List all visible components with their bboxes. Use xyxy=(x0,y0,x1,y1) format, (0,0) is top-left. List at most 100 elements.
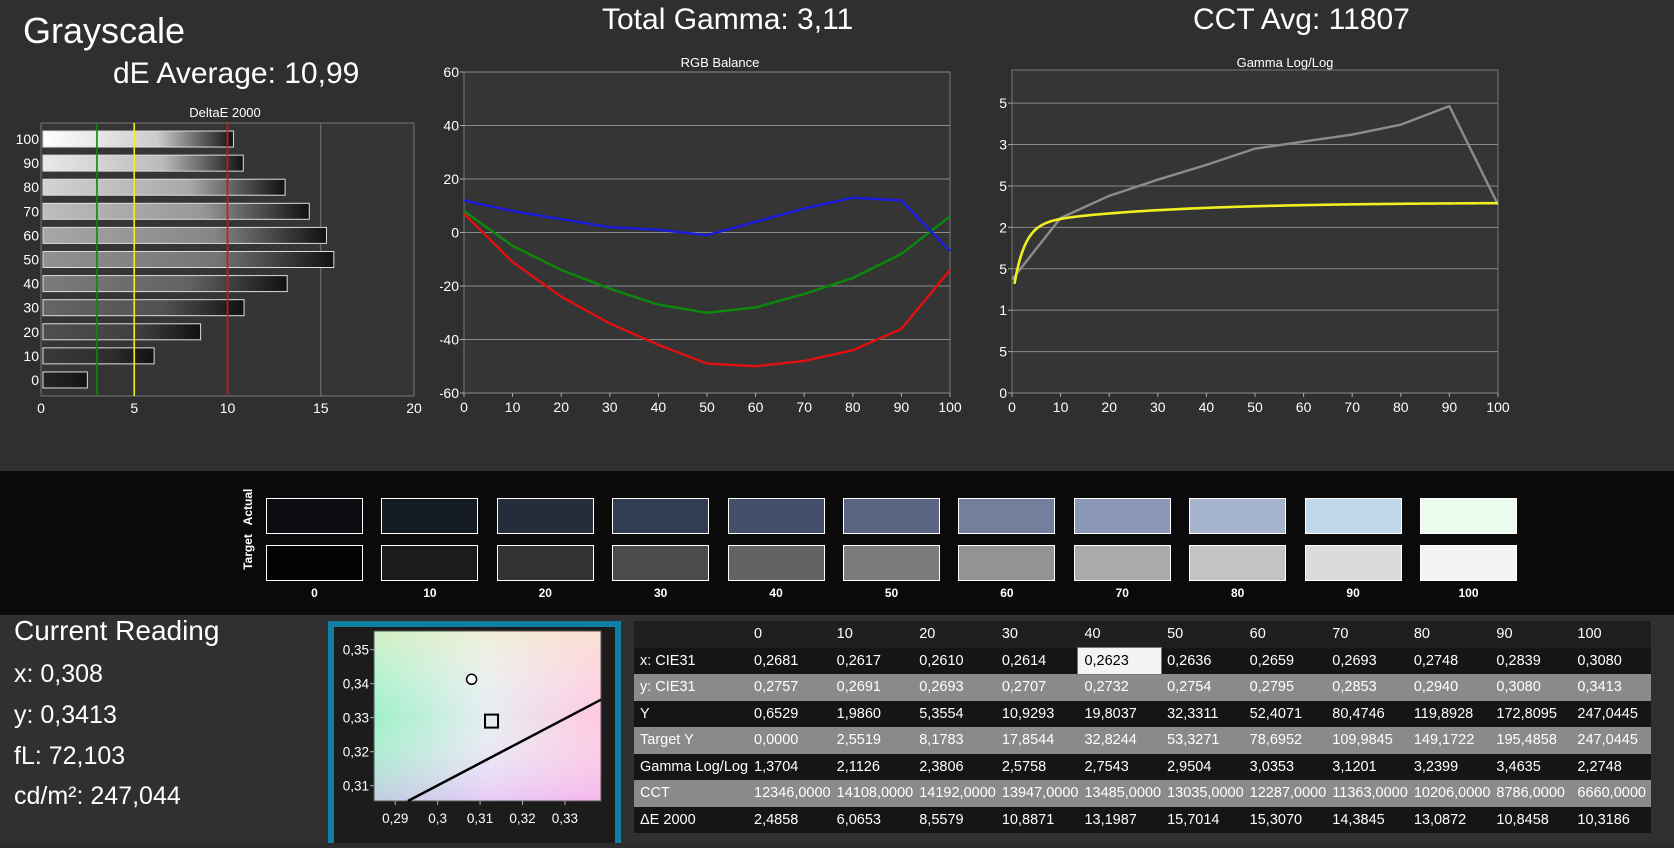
table-cell[interactable]: 17,8544 xyxy=(995,727,1079,754)
table-cell[interactable]: 8786,0000 xyxy=(1490,780,1572,807)
table-cell[interactable]: 149,1722 xyxy=(1407,727,1491,754)
table-cell[interactable]: 119,8928 xyxy=(1407,700,1491,727)
table-cell[interactable]: 12287,0000 xyxy=(1243,780,1327,807)
y-tick-label: 0 xyxy=(1000,385,1007,401)
table-cell[interactable]: 15,3070 xyxy=(1243,806,1327,833)
table-cell[interactable]: 0,2681 xyxy=(748,647,831,674)
table-cell[interactable]: 0,6529 xyxy=(748,700,831,727)
table-cell[interactable]: 1,9860 xyxy=(830,700,914,727)
table-cell[interactable]: 0,2617 xyxy=(830,647,914,674)
table-cell[interactable]: 2,5758 xyxy=(995,753,1079,780)
table-cell[interactable]: 13,1987 xyxy=(1078,806,1162,833)
table-cell[interactable]: 53,3271 xyxy=(1161,727,1244,754)
table-cell[interactable]: 10,8871 xyxy=(995,806,1079,833)
table-cell[interactable]: 247,0445 xyxy=(1571,727,1652,754)
table-cell[interactable]: 15,7014 xyxy=(1161,806,1244,833)
table-cell[interactable]: 32,3311 xyxy=(1161,700,1244,727)
table-cell[interactable]: 0,3080 xyxy=(1490,674,1572,701)
table-cell[interactable]: 0,2614 xyxy=(995,647,1079,674)
table-cell[interactable]: 0,2693 xyxy=(913,674,996,701)
table-cell[interactable]: 10,9293 xyxy=(995,700,1079,727)
table-cell[interactable]: 10206,0000 xyxy=(1407,780,1491,807)
table-cell[interactable]: 2,1126 xyxy=(830,753,914,780)
table-cell[interactable]: 13947,0000 xyxy=(995,780,1079,807)
table-cell[interactable]: 13485,0000 xyxy=(1078,780,1162,807)
table-cell[interactable]: 0,0000 xyxy=(748,727,831,754)
table-cell[interactable]: 247,0445 xyxy=(1571,700,1652,727)
y-tick-label: 0,31 xyxy=(343,779,369,794)
table-cell[interactable]: 5,3554 xyxy=(913,700,996,727)
table-cell[interactable]: 32,8244 xyxy=(1078,727,1162,754)
table-cell[interactable]: 10,3186 xyxy=(1571,806,1652,833)
table-cell[interactable]: 0,2659 xyxy=(1243,647,1327,674)
x-tick-label: 10 xyxy=(220,400,236,416)
swatch-band: Actual Target 0 10 20 30 40 50 60 70 80 90 100 xyxy=(0,471,1674,615)
table-cell[interactable]: 52,4071 xyxy=(1243,700,1327,727)
table-cell[interactable]: 0,2754 xyxy=(1161,674,1244,701)
table-cell[interactable]: 6,0653 xyxy=(830,806,914,833)
table-cell[interactable]: 1,3704 xyxy=(748,753,831,780)
table-cell[interactable]: 2,2748 xyxy=(1571,753,1652,780)
y-tick-label: 0,5 xyxy=(1000,344,1007,360)
table-cell[interactable]: 0,2748 xyxy=(1407,647,1491,674)
table-cell[interactable]: 6660,0000 xyxy=(1571,780,1652,807)
table-cell[interactable]: 0,2707 xyxy=(995,674,1079,701)
table-cell[interactable]: 0,2693 xyxy=(1326,647,1408,674)
table-cell[interactable]: 2,9504 xyxy=(1161,753,1244,780)
table-cell[interactable]: 0,2610 xyxy=(913,647,996,674)
table-cell[interactable]: 14192,0000 xyxy=(913,780,996,807)
table-cell[interactable]: 0,2839 xyxy=(1490,647,1572,674)
table-cell[interactable]: 0,2853 xyxy=(1326,674,1408,701)
table-cell[interactable]: 0,2636 xyxy=(1161,647,1244,674)
table-cell[interactable]: 0,2940 xyxy=(1407,674,1491,701)
table-cell[interactable]: 0,2795 xyxy=(1243,674,1327,701)
target-swatch xyxy=(381,545,479,581)
y-tick-label: 2,5 xyxy=(1000,178,1007,194)
table-cell[interactable]: 13,0872 xyxy=(1407,806,1491,833)
reading-y: y: 0,3413 xyxy=(14,701,117,729)
table-cell[interactable]: 3,2399 xyxy=(1407,753,1491,780)
table-cell[interactable]: 12346,0000 xyxy=(748,780,831,807)
table-cell[interactable]: 8,5579 xyxy=(913,806,996,833)
table-cell[interactable]: 14108,0000 xyxy=(830,780,914,807)
row-label: ΔE 2000 xyxy=(634,806,749,833)
table-cell[interactable]: 13035,0000 xyxy=(1161,780,1244,807)
table-cell[interactable]: 172,8095 xyxy=(1490,700,1572,727)
table-cell[interactable]: 11363,0000 xyxy=(1326,780,1408,807)
bar xyxy=(42,178,286,196)
table-cell[interactable]: 0,2623 xyxy=(1077,646,1163,675)
table-cell[interactable]: 2,7543 xyxy=(1078,753,1162,780)
table-cell[interactable]: 109,9845 xyxy=(1326,727,1408,754)
table-cell[interactable]: 0,3413 xyxy=(1571,674,1652,701)
table-cell[interactable]: 0,2691 xyxy=(830,674,914,701)
table-cell[interactable]: 3,1201 xyxy=(1326,753,1408,780)
x-tick-label: 0 xyxy=(1008,399,1016,415)
table-cell[interactable]: 2,4858 xyxy=(748,806,831,833)
x-tick-label: 20 xyxy=(1101,399,1117,415)
table-cell[interactable]: 80,4746 xyxy=(1326,700,1408,727)
table-cell[interactable]: 8,1783 xyxy=(913,727,996,754)
table-cell[interactable]: 0,2732 xyxy=(1078,674,1162,701)
target-swatch xyxy=(1073,545,1171,581)
table-cell[interactable]: 19,8037 xyxy=(1078,700,1162,727)
table-cell[interactable]: 0,2757 xyxy=(748,674,831,701)
swatch-label: 30 xyxy=(654,586,668,600)
swatch-label: 10 xyxy=(423,586,437,600)
table-cell[interactable]: 2,3806 xyxy=(913,753,996,780)
table-cell[interactable]: 3,4635 xyxy=(1490,753,1572,780)
table-row: Y 0,6529 1,9860 5,3554 10,9293 19,8037 32,3311… xyxy=(634,700,1652,727)
table-row: Gamma Log/Log 1,3704 2,1126 2,3806 2,5758 2,7… xyxy=(634,753,1652,780)
table-cell[interactable]: 0,3080 xyxy=(1571,647,1652,674)
table-cell[interactable]: 195,4858 xyxy=(1490,727,1572,754)
chart-title: RGB Balance xyxy=(681,55,760,70)
x-tick-label: 30 xyxy=(1150,399,1166,415)
row-label: Y xyxy=(634,700,749,727)
table-cell[interactable]: 14,3845 xyxy=(1326,806,1408,833)
x-tick-label: 100 xyxy=(938,399,962,415)
table-cell[interactable]: 3,0353 xyxy=(1243,753,1327,780)
table-cell[interactable]: 10,8458 xyxy=(1490,806,1572,833)
cie-chart: 0,29 0,3 0,31 0,32 0,33 0,35 0,34 0,33 0,32 0,31 xyxy=(343,630,602,826)
target-line xyxy=(1013,201,1499,285)
table-cell[interactable]: 2,5519 xyxy=(830,727,914,754)
table-cell[interactable]: 78,6952 xyxy=(1243,727,1327,754)
